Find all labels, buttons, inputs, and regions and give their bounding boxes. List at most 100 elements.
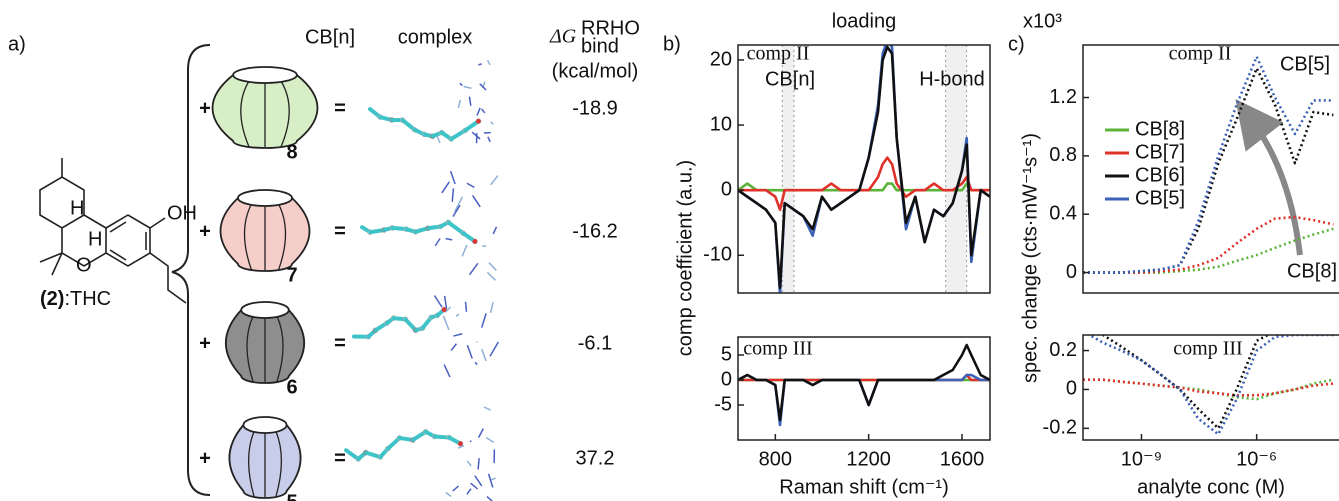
x-tick-label: 800	[759, 448, 792, 470]
host-bond	[490, 477, 496, 481]
host-bond	[488, 262, 497, 272]
brace	[171, 44, 211, 496]
series-line	[1083, 378, 1334, 401]
equals: =	[334, 220, 346, 242]
header: complex	[398, 26, 472, 48]
y-tick-label: 20	[710, 48, 732, 70]
y-tick-label: 0	[721, 368, 732, 390]
host-bond	[453, 333, 463, 337]
panel-label: b)	[663, 33, 681, 55]
y-tick-label: 1.2	[1049, 86, 1077, 108]
equals: =	[334, 97, 346, 119]
host-bond	[478, 63, 482, 66]
x-tick-label: 1600	[940, 448, 985, 470]
host-bond	[464, 301, 468, 312]
annotation: comp III	[743, 338, 812, 360]
dg-value: -16.2	[572, 220, 618, 242]
plot-area	[1083, 55, 1334, 274]
host-bond	[466, 182, 475, 189]
host-bond	[441, 181, 450, 194]
complex-sketch	[360, 170, 499, 281]
frame	[737, 336, 991, 441]
atom	[475, 118, 482, 124]
legend-label: CB[6]	[1135, 164, 1185, 186]
host-bond	[459, 82, 463, 87]
plus: +	[199, 220, 211, 242]
cup-rib	[277, 203, 287, 271]
annotation: H-bond	[919, 68, 985, 90]
host-bond	[461, 244, 468, 257]
cup-rib	[276, 315, 284, 383]
thc-structure	[39, 158, 187, 304]
host-bond	[477, 428, 484, 438]
cup-rim	[240, 301, 290, 319]
legend-label: CB[7]	[1135, 141, 1185, 163]
bond	[149, 217, 166, 229]
host-bond	[466, 488, 472, 495]
host-bond	[445, 237, 453, 241]
chain	[149, 252, 187, 304]
ring	[105, 214, 151, 267]
highlight-band	[945, 45, 967, 293]
host-bond	[486, 59, 491, 66]
plus: +	[199, 97, 211, 119]
cup-rib	[240, 80, 250, 148]
header: CB[n]	[305, 26, 355, 48]
host-bond	[443, 364, 451, 378]
y-axis-label: comp coefficient (a.u.)	[674, 160, 696, 356]
host-bond	[443, 295, 448, 310]
host-bond	[479, 83, 487, 91]
dg-symbol: ΔG	[549, 26, 577, 48]
host-bond	[492, 226, 498, 235]
series-line	[1096, 335, 1271, 430]
atom-label: O	[76, 254, 92, 276]
highlight-band	[782, 45, 794, 293]
cup-rim	[237, 189, 293, 207]
y-tick-label: -10	[703, 244, 732, 266]
host-bond	[490, 121, 494, 125]
x-axis-label: Raman shift (cm⁻¹)	[779, 476, 948, 498]
annotation: CB[5]	[1280, 53, 1330, 75]
host-bond	[470, 482, 479, 490]
host-bond	[474, 361, 478, 366]
equals: =	[334, 447, 346, 469]
panel-label: a)	[8, 33, 26, 55]
x-axis-label: analyte conc (M)	[1137, 476, 1285, 498]
series-line	[738, 343, 990, 422]
host-bond	[486, 271, 497, 281]
series-line	[1083, 378, 1334, 397]
dg-value: 37.2	[576, 447, 615, 469]
cb-size: 5	[286, 491, 297, 501]
host-bond	[490, 175, 499, 186]
host-bond	[452, 485, 460, 492]
host-bond	[442, 315, 450, 331]
host-bond	[450, 343, 458, 351]
ring	[61, 214, 107, 267]
atom-label: H	[70, 197, 84, 219]
host-bond	[474, 475, 483, 487]
host-bond	[485, 436, 495, 443]
host-bond	[468, 96, 472, 106]
y-tick-label: 0.2	[1049, 339, 1077, 361]
y-tick-label: -5	[714, 393, 732, 415]
dg-sub: bind	[581, 35, 619, 57]
atom	[457, 440, 464, 447]
annotation: comp III	[1173, 338, 1242, 360]
host-bond	[463, 85, 472, 89]
host-bond	[480, 108, 486, 114]
plus: +	[199, 447, 211, 469]
annotation: CB[n]	[765, 68, 815, 90]
host-bond	[434, 238, 441, 247]
series-line	[1083, 55, 1334, 274]
y-tick-label: -0.2	[1043, 417, 1077, 439]
frame	[1082, 334, 1339, 441]
y-tick-label: 10	[710, 113, 732, 135]
x-tick-label: 1200	[846, 448, 891, 470]
host-bond	[454, 196, 464, 213]
complex-sketch	[368, 59, 494, 144]
annotation: CB[8]	[1287, 260, 1337, 282]
host-bond	[451, 188, 455, 202]
compound-label: (2):THC	[40, 288, 111, 310]
